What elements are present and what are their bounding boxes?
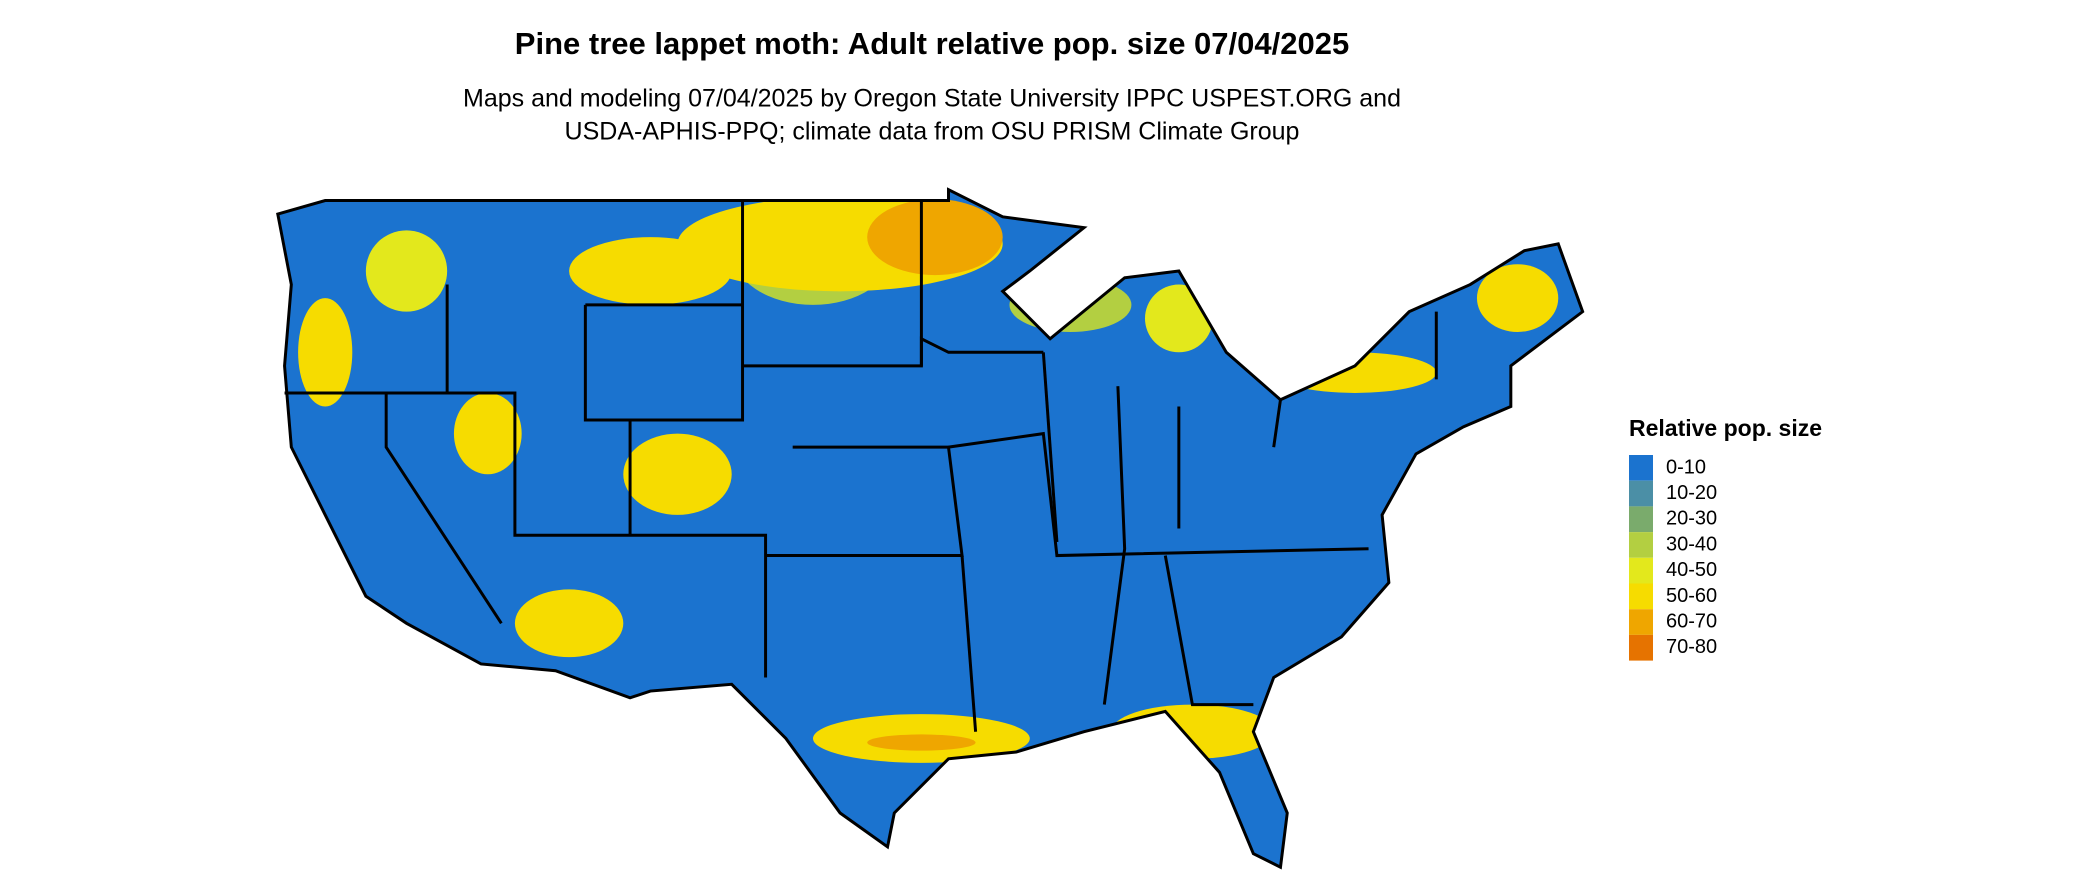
land [277, 189, 1583, 868]
patch [298, 298, 353, 407]
legend-label: 20-30 [1666, 508, 1717, 530]
legend-swatch [1629, 557, 1653, 584]
legend-swatch [1629, 583, 1653, 610]
legend-swatch [1629, 455, 1653, 481]
patch [867, 199, 1003, 276]
legend-label: 0-10 [1666, 456, 1706, 478]
patch [365, 230, 448, 312]
state-borders [284, 200, 1438, 732]
legend-label: 70-80 [1666, 636, 1717, 658]
patch [867, 734, 976, 751]
legend-label: 40-50 [1666, 559, 1717, 581]
title: Pine tree lappet moth: Adult relative po… [515, 26, 1349, 61]
legend-label: 30-40 [1666, 533, 1717, 555]
legend-label: 60-70 [1666, 610, 1717, 632]
legend-swatch [1629, 480, 1653, 507]
patch [1273, 352, 1437, 393]
patch [623, 433, 732, 515]
legend-swatch [1629, 609, 1653, 635]
legend-swatch [1629, 532, 1653, 558]
legend-label: 50-60 [1666, 585, 1717, 607]
subtitle: Maps and modeling 07/04/2025 by Oregon S… [463, 85, 1401, 113]
legend: 0-10 10-20 20-30 30-40 40-50 50-60 60-70 70-80 [1629, 455, 1717, 661]
legend-swatch [1629, 634, 1653, 661]
patch [1476, 264, 1559, 332]
map [276, 188, 1585, 869]
legend-swatch [1629, 506, 1653, 533]
patch [1111, 704, 1274, 759]
patch [569, 237, 732, 305]
legend-label: 10-20 [1666, 482, 1717, 504]
patch [453, 392, 522, 475]
patch [1144, 284, 1213, 353]
patch [514, 589, 624, 658]
subtitle: USDA-APHIS-PPQ; climate data from OSU PR… [565, 118, 1300, 146]
legend-title: Relative pop. size [1629, 415, 1822, 441]
